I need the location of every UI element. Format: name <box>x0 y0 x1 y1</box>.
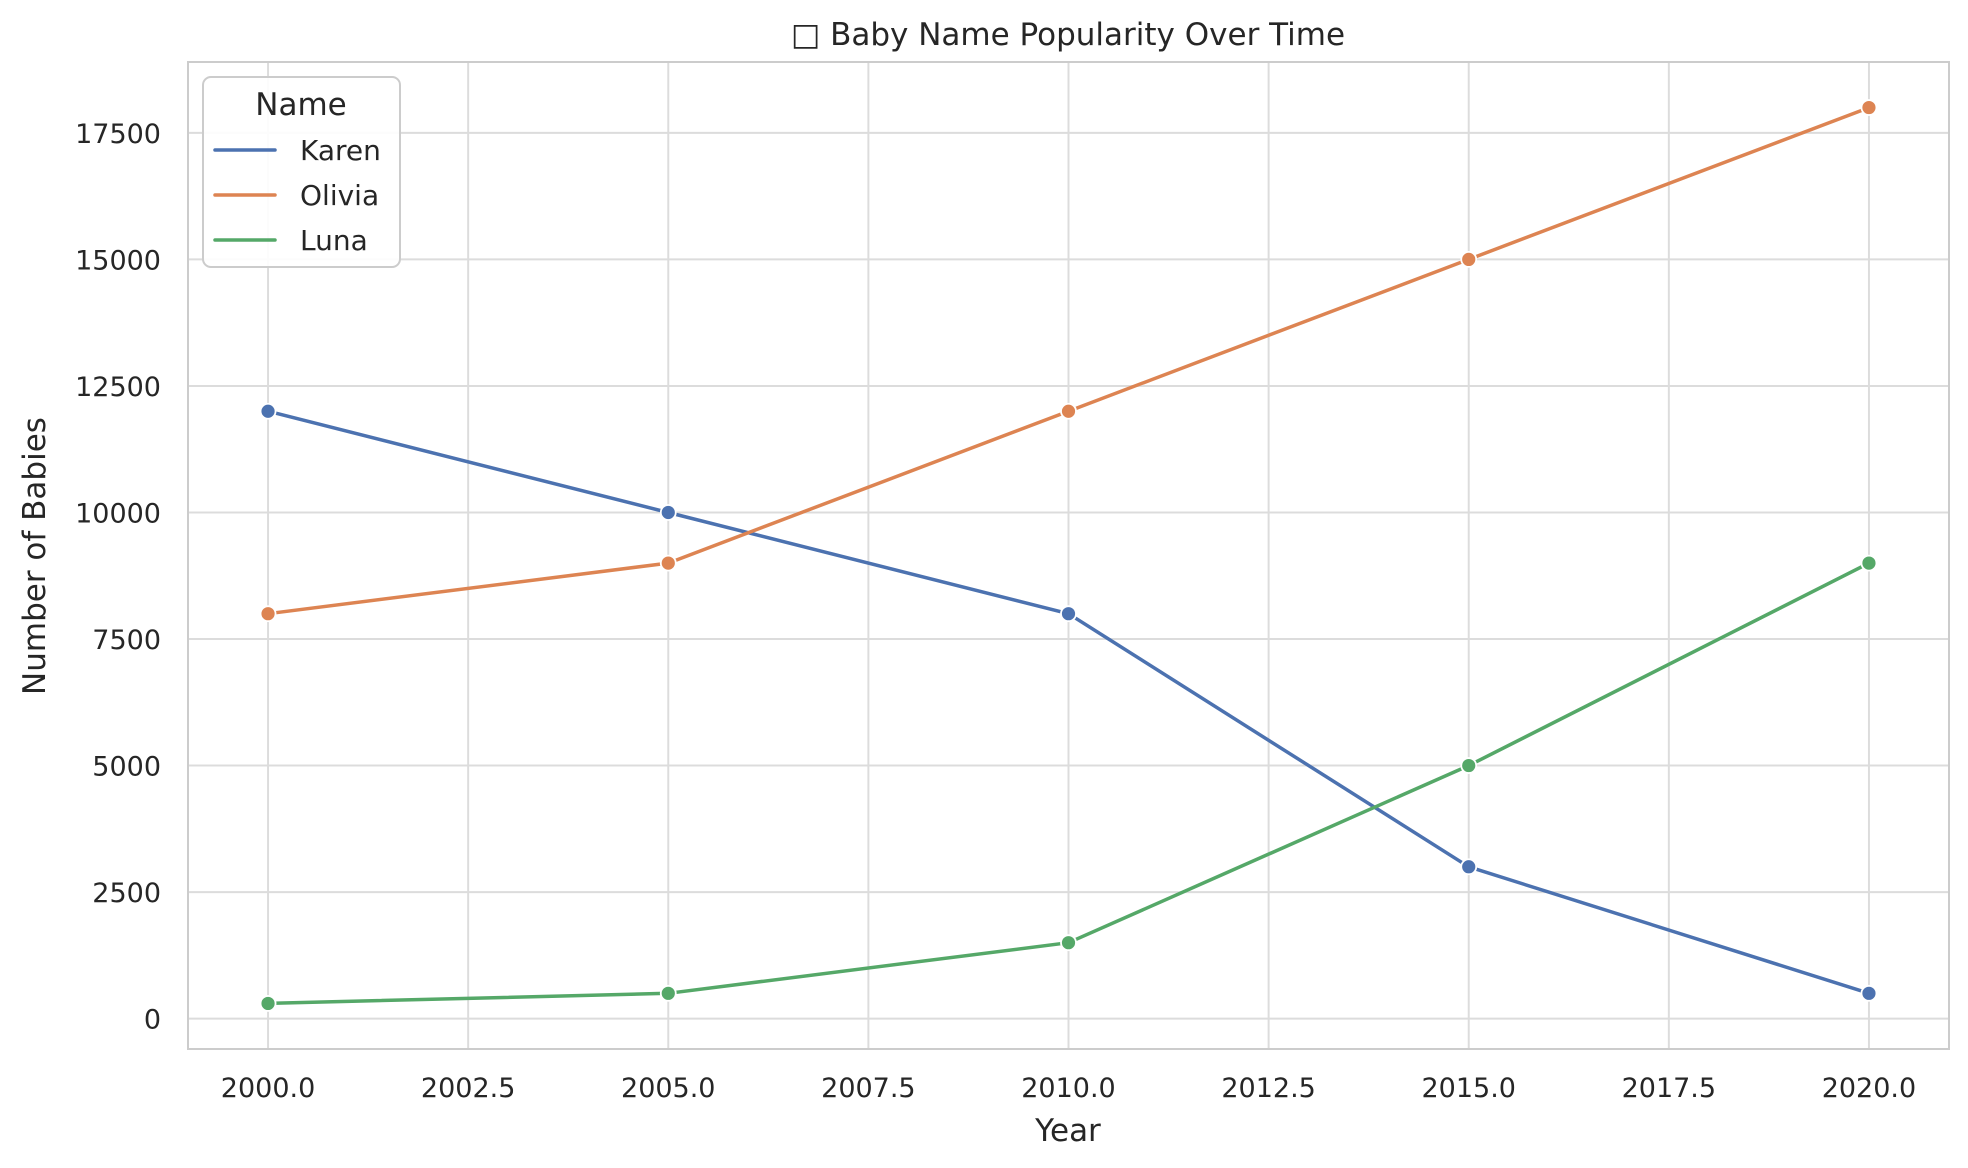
data-point-karen <box>1060 605 1077 623</box>
data-point-karen <box>659 504 677 521</box>
legend-label-olivia: Olivia <box>300 179 379 212</box>
data-point-olivia <box>1460 250 1478 268</box>
legend: Name Karen Olivia Luna <box>202 76 401 268</box>
x-tick-label: 2000.0 <box>221 1073 315 1104</box>
tick-labels: 2000.0 2002.5 2005.0 2007.5 2010.0 2012.5 2015… <box>75 119 1916 1104</box>
grid <box>188 62 1949 1049</box>
y-axis-label: Number of Babies <box>17 417 53 695</box>
y-tick-label: 17500 <box>75 119 161 150</box>
plot-frame <box>187 61 1950 1050</box>
data-point-karen <box>1460 858 1478 876</box>
data-point-luna <box>1860 554 1878 572</box>
data-point-karen <box>1860 984 1878 1002</box>
data-point-luna <box>659 984 677 1002</box>
data-point-olivia <box>259 605 277 623</box>
data-point-luna <box>259 995 277 1012</box>
chart-title: □ Baby Name Popularity Over Time <box>791 17 1345 53</box>
legend-label-karen: Karen <box>300 134 381 167</box>
data-point-olivia <box>659 554 677 572</box>
x-tick-label: 2010.0 <box>1021 1073 1115 1104</box>
x-axis-label: Year <box>1034 1113 1101 1149</box>
legend-items: Karen Olivia Luna <box>213 134 381 257</box>
x-tick-label: 2015.0 <box>1421 1073 1515 1104</box>
data-point-luna <box>1060 934 1077 952</box>
legend-box <box>202 76 401 268</box>
x-tick-label: 2007.5 <box>821 1073 915 1104</box>
y-tick-label: 2500 <box>92 878 161 909</box>
legend-label-luna: Luna <box>300 224 368 257</box>
data-point-karen <box>259 402 277 420</box>
x-tick-label: 2020.0 <box>1822 1073 1916 1104</box>
y-tick-label: 7500 <box>92 625 161 656</box>
y-tick-label: 0 <box>144 1005 161 1036</box>
y-tick-label: 10000 <box>75 498 161 529</box>
y-tick-label: 12500 <box>75 372 161 403</box>
series-lines <box>259 99 1878 1012</box>
data-point-olivia <box>1860 99 1878 116</box>
legend-title: Name <box>255 87 346 123</box>
data-point-olivia <box>1060 402 1077 420</box>
data-point-luna <box>1460 757 1478 774</box>
x-tick-label: 2002.5 <box>421 1073 515 1104</box>
y-tick-label: 5000 <box>92 752 161 783</box>
x-tick-label: 2005.0 <box>621 1073 715 1104</box>
x-tick-label: 2017.5 <box>1622 1073 1716 1104</box>
y-tick-label: 15000 <box>75 245 161 276</box>
x-tick-label: 2012.5 <box>1221 1073 1315 1104</box>
